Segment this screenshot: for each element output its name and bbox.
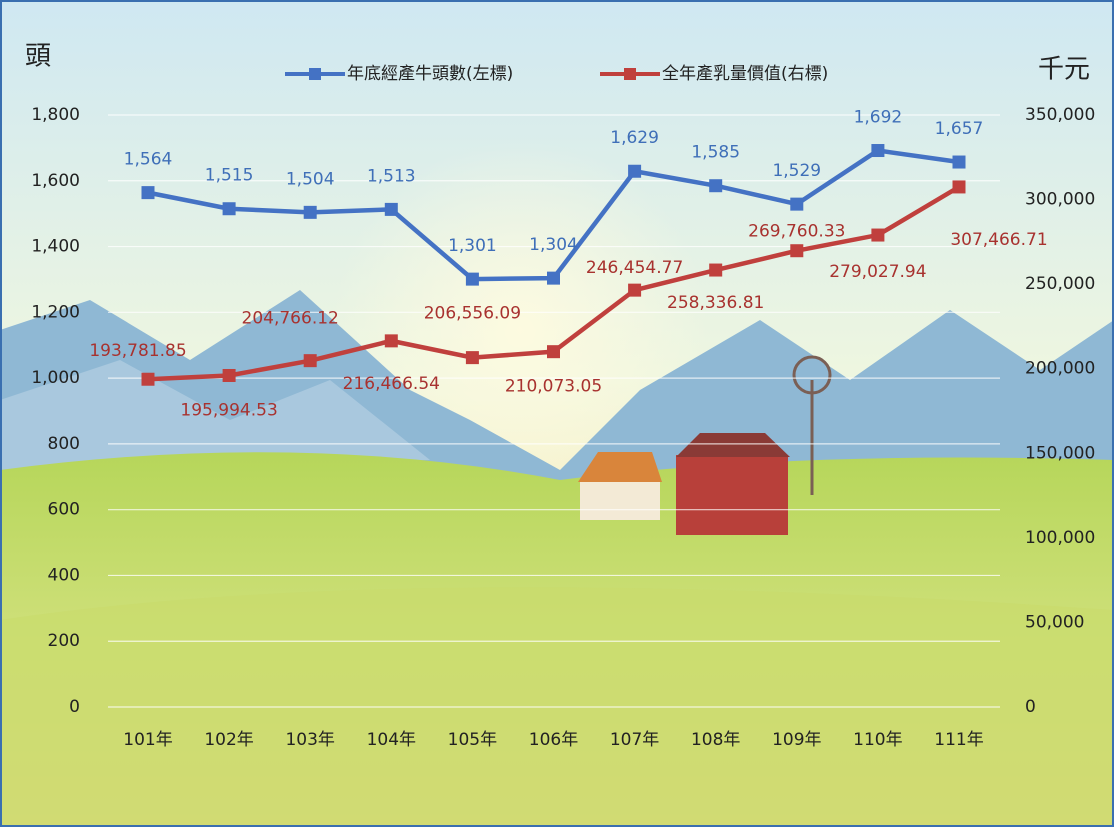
value-label: 279,027.94 (829, 262, 926, 282)
point-marker (222, 368, 236, 382)
x-tick-label: 105年 (448, 730, 497, 750)
value-label: 1,629 (610, 128, 659, 148)
y-tick-label: 1,400 (31, 237, 80, 257)
value-label: 1,304 (529, 235, 578, 255)
y2-tick-label: 50,000 (1025, 612, 1084, 632)
legend-label: 全年產乳量價值(右標) (662, 64, 828, 84)
y2-tick-label: 200,000 (1025, 359, 1095, 379)
point-marker (952, 155, 966, 169)
x-tick-label: 111年 (934, 730, 983, 750)
y2-tick-label: 350,000 (1025, 105, 1095, 125)
y-tick-label: 0 (69, 697, 80, 717)
point-marker (709, 263, 723, 277)
value-label: 1,692 (854, 108, 903, 128)
value-label: 210,073.05 (505, 377, 602, 397)
y2-tick-label: 0 (1025, 697, 1036, 717)
y-tick-label: 600 (48, 500, 80, 520)
value-label: 258,336.81 (667, 293, 764, 313)
y-tick-label: 800 (48, 434, 80, 454)
point-marker (141, 186, 155, 200)
point-marker (222, 202, 236, 216)
y2-tick-label: 300,000 (1025, 190, 1095, 210)
value-label: 269,760.33 (748, 222, 845, 242)
point-marker (628, 164, 642, 178)
value-label: 1,585 (691, 143, 740, 163)
x-tick-label: 109年 (772, 730, 821, 750)
y-tick-label: 400 (48, 565, 80, 585)
y2-tick-label: 250,000 (1025, 274, 1095, 294)
y-tick-label: 1,000 (31, 368, 80, 388)
y-axis-title: 頭 (25, 42, 51, 72)
value-label: 1,301 (448, 236, 497, 256)
x-tick-label: 102年 (204, 730, 253, 750)
x-tick-label: 108年 (691, 730, 740, 750)
x-tick-label: 104年 (367, 730, 416, 750)
point-marker (303, 205, 317, 219)
y2-axis-title: 千元 (1038, 55, 1090, 85)
x-tick-label: 110年 (853, 730, 902, 750)
point-marker (790, 244, 804, 258)
y-tick-label: 1,800 (31, 105, 80, 125)
x-tick-label: 101年 (123, 730, 172, 750)
point-marker (790, 197, 804, 211)
legend-marker (309, 68, 321, 80)
point-marker (547, 345, 560, 359)
point-marker (384, 334, 398, 348)
value-label: 1,657 (935, 119, 984, 139)
value-label: 195,994.53 (180, 400, 277, 420)
value-label: 193,781.85 (89, 341, 186, 361)
value-label: 1,515 (205, 166, 254, 186)
value-label: 216,466.54 (343, 374, 440, 394)
y2-tick-label: 100,000 (1025, 528, 1095, 548)
point-marker (871, 228, 885, 242)
x-tick-label: 106年 (529, 730, 578, 750)
value-label: 1,513 (367, 166, 416, 186)
point-marker (465, 272, 479, 286)
point-marker (952, 180, 966, 194)
y2-tick-label: 150,000 (1025, 443, 1095, 463)
y-tick-label: 1,600 (31, 171, 80, 191)
point-marker (547, 271, 560, 285)
value-label: 1,504 (286, 169, 335, 189)
legend-marker (624, 68, 636, 80)
value-label: 307,466.71 (950, 230, 1047, 250)
value-label: 1,529 (772, 161, 821, 181)
point-marker (871, 144, 885, 158)
value-label: 206,556.09 (424, 304, 521, 324)
legend-label: 年底經產牛頭數(左標) (347, 64, 513, 84)
value-label: 246,454.77 (586, 258, 683, 278)
x-tick-label: 103年 (285, 730, 334, 750)
y-tick-label: 1,200 (31, 302, 80, 322)
point-marker (384, 202, 398, 216)
point-marker (709, 179, 723, 193)
point-marker (141, 372, 155, 386)
value-label: 1,564 (124, 150, 173, 170)
y-tick-label: 200 (48, 631, 80, 651)
point-marker (303, 354, 317, 368)
point-marker (628, 283, 642, 297)
value-label: 204,766.12 (242, 309, 339, 329)
x-tick-label: 107年 (610, 730, 659, 750)
point-marker (465, 351, 479, 365)
